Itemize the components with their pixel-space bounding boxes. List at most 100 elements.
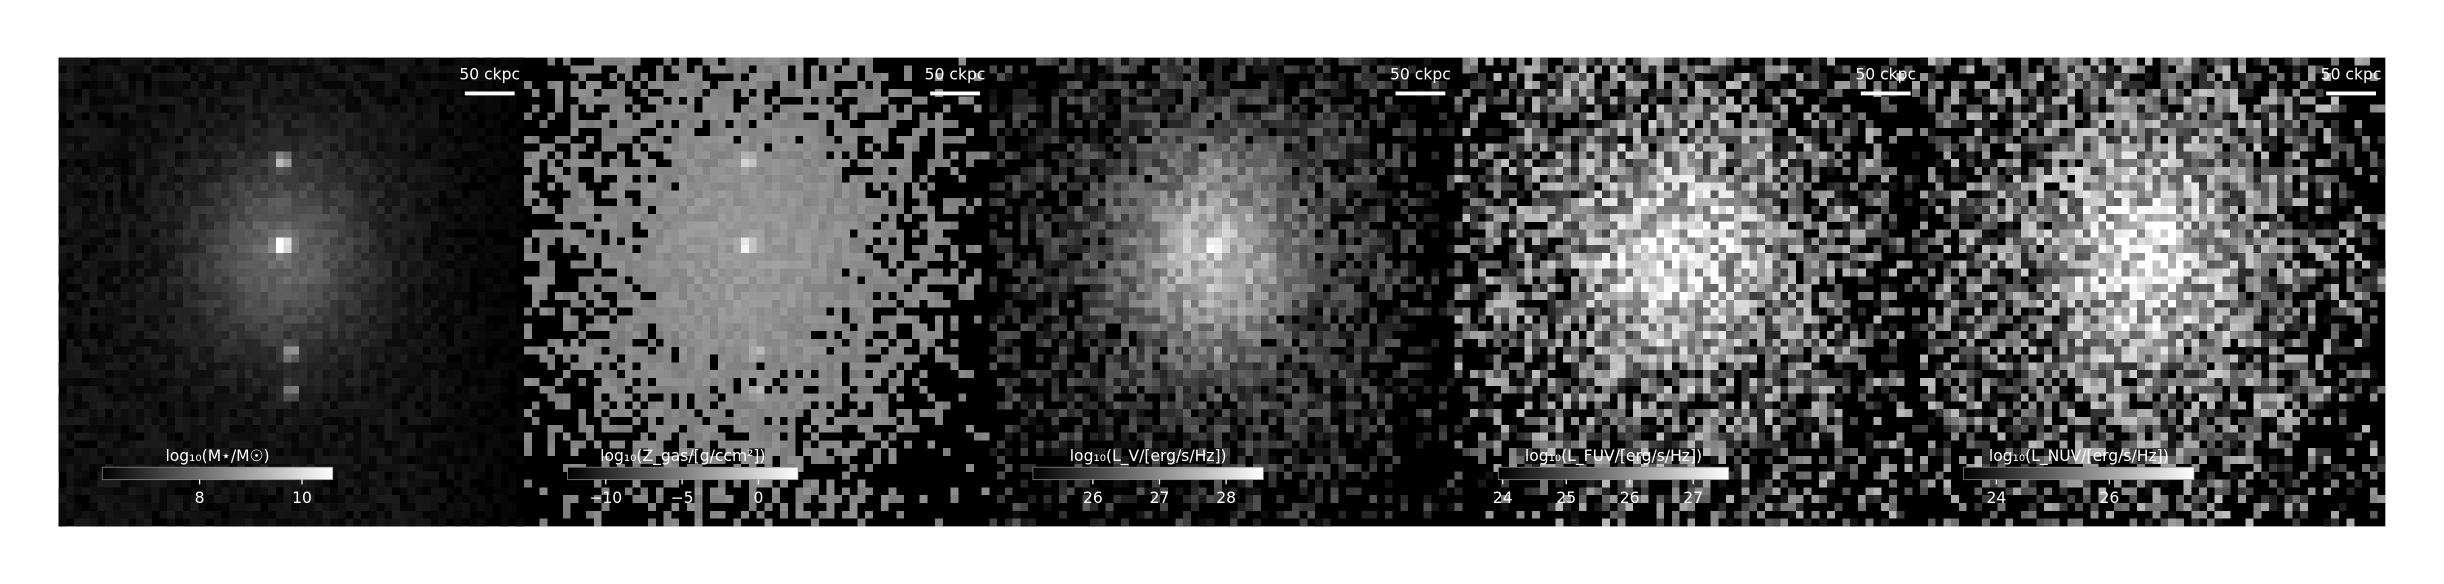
pixel xyxy=(330,385,338,394)
pixel xyxy=(229,245,238,254)
pixel xyxy=(873,213,881,222)
pixel xyxy=(787,252,796,261)
pixel xyxy=(911,190,920,199)
pixel xyxy=(260,393,269,402)
pixel xyxy=(330,73,338,82)
pixel xyxy=(485,323,494,332)
pixel xyxy=(291,276,300,285)
pixel xyxy=(120,260,129,269)
pixel xyxy=(190,81,199,89)
pixel xyxy=(694,73,703,82)
pixel xyxy=(368,323,377,332)
pixel xyxy=(151,440,160,449)
pixel xyxy=(244,206,253,214)
pixel xyxy=(399,323,408,332)
pixel xyxy=(423,268,432,277)
pixel xyxy=(275,370,284,379)
pixel xyxy=(221,487,230,496)
pixel xyxy=(244,307,253,316)
pixel xyxy=(392,252,400,261)
pixel xyxy=(283,510,292,519)
pixel xyxy=(368,127,377,136)
pixel xyxy=(353,229,362,238)
pixel xyxy=(741,166,749,175)
pixel xyxy=(291,440,300,449)
pixel xyxy=(112,323,121,332)
pixel xyxy=(330,198,338,207)
pixel xyxy=(112,354,121,363)
pixel xyxy=(803,159,812,168)
pixel xyxy=(268,323,276,332)
pixel xyxy=(314,385,323,394)
pixel xyxy=(407,159,416,168)
pixel xyxy=(865,260,874,269)
pixel xyxy=(182,127,191,136)
pixel xyxy=(345,151,354,160)
pixel xyxy=(469,471,478,480)
pixel xyxy=(578,260,587,269)
pixel xyxy=(345,338,354,347)
pixel xyxy=(291,182,300,191)
pixel xyxy=(182,57,191,66)
pixel xyxy=(764,362,773,371)
pixel xyxy=(159,417,168,425)
pixel xyxy=(112,104,121,113)
pixel xyxy=(764,237,773,246)
pixel xyxy=(299,331,307,339)
pixel xyxy=(105,362,114,371)
pixel xyxy=(648,81,656,89)
pixel xyxy=(237,495,245,504)
pixel xyxy=(446,307,455,316)
pixel xyxy=(834,245,843,254)
pixel xyxy=(89,112,98,121)
pixel xyxy=(485,221,494,230)
pixel xyxy=(66,104,75,113)
pixel xyxy=(198,245,207,254)
pixel xyxy=(942,237,951,246)
pixel xyxy=(818,206,827,214)
pixel xyxy=(865,96,874,105)
pixel xyxy=(710,346,718,355)
pixel xyxy=(849,260,858,269)
pixel xyxy=(624,331,633,339)
pixel xyxy=(756,315,765,324)
pixel xyxy=(748,284,757,293)
pixel xyxy=(663,323,672,332)
pixel xyxy=(182,323,191,332)
pixel xyxy=(66,166,75,175)
pixel xyxy=(105,57,114,66)
pixel xyxy=(942,104,951,113)
pixel xyxy=(779,354,788,363)
pixel xyxy=(423,346,432,355)
pixel xyxy=(935,237,943,246)
pixel xyxy=(237,182,245,191)
pixel xyxy=(120,432,129,441)
pixel xyxy=(299,487,307,496)
pixel xyxy=(461,487,470,496)
pixel xyxy=(717,96,726,105)
pixel xyxy=(787,268,796,277)
pixel xyxy=(663,237,672,246)
pixel xyxy=(283,174,292,183)
pixel xyxy=(904,88,912,97)
pixel xyxy=(376,206,385,214)
pixel xyxy=(454,276,463,285)
pixel xyxy=(399,120,408,129)
pixel xyxy=(182,448,191,457)
pixel xyxy=(244,432,253,441)
pixel xyxy=(206,104,214,113)
pixel xyxy=(609,284,618,293)
pixel xyxy=(399,346,408,355)
pixel xyxy=(919,331,928,339)
pixel xyxy=(337,463,346,472)
pixel xyxy=(314,237,323,246)
pixel xyxy=(779,88,788,97)
pixel xyxy=(399,65,408,74)
pixel xyxy=(469,463,478,472)
pixel xyxy=(717,65,726,74)
pixel xyxy=(299,432,307,441)
pixel xyxy=(361,135,369,144)
pixel xyxy=(136,448,145,457)
pixel xyxy=(446,120,455,129)
pixel xyxy=(275,190,284,199)
